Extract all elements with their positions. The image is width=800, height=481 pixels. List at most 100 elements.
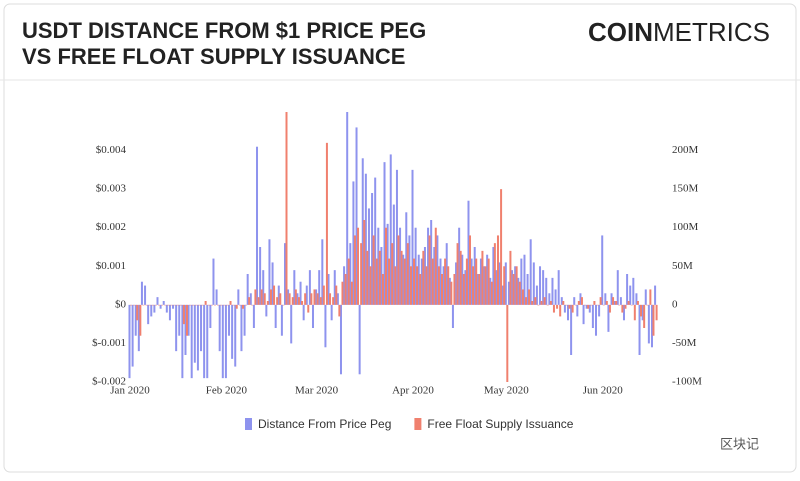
- bar: [612, 297, 615, 305]
- bar: [526, 274, 529, 305]
- bar: [441, 274, 443, 305]
- bar: [338, 304, 341, 317]
- bar: [461, 254, 464, 305]
- bar: [231, 304, 234, 359]
- bar: [629, 285, 632, 305]
- bar: [198, 304, 201, 306]
- bar: [562, 301, 565, 305]
- bar: [224, 304, 227, 379]
- bar: [153, 304, 156, 313]
- bar: [504, 262, 507, 305]
- bar: [539, 266, 542, 305]
- bar: [372, 235, 375, 305]
- bar: [315, 289, 318, 305]
- bar: [388, 258, 391, 305]
- bar: [240, 304, 243, 352]
- bar: [308, 270, 311, 305]
- bar: [409, 266, 412, 305]
- x-tick-label: Jun 2020: [583, 385, 624, 397]
- bar: [358, 304, 361, 375]
- bar: [195, 304, 198, 306]
- legend-swatch: [245, 418, 252, 430]
- bar: [649, 289, 652, 305]
- bar: [212, 258, 215, 305]
- brand: COINMETRICS: [588, 17, 770, 47]
- bar: [619, 297, 622, 305]
- bar: [181, 304, 184, 379]
- bar: [268, 239, 271, 305]
- bar: [392, 204, 395, 305]
- bar: [228, 304, 231, 336]
- bar: [321, 239, 324, 305]
- bar: [588, 304, 591, 313]
- bar: [579, 293, 582, 305]
- bar: [151, 304, 154, 306]
- bar: [450, 281, 453, 305]
- bar: [571, 304, 574, 313]
- bar: [235, 304, 238, 309]
- bar: [507, 281, 510, 305]
- legend-label: Distance From Price Peg: [258, 417, 391, 431]
- bar: [509, 250, 512, 305]
- bar: [615, 301, 618, 305]
- bar: [535, 285, 538, 305]
- bar: [493, 243, 496, 305]
- bar: [128, 304, 131, 379]
- bar: [647, 304, 650, 344]
- bar: [577, 301, 580, 305]
- bar: [187, 304, 190, 336]
- bar: [389, 154, 392, 305]
- bar: [400, 250, 403, 305]
- bar: [406, 243, 409, 305]
- bar: [193, 304, 196, 363]
- bar: [444, 258, 447, 305]
- bar: [206, 304, 209, 379]
- bar: [137, 304, 140, 352]
- bar: [307, 304, 310, 313]
- bar: [590, 304, 593, 306]
- bar: [156, 297, 159, 305]
- bar: [330, 304, 333, 321]
- bar: [416, 266, 419, 305]
- bar: [479, 258, 482, 305]
- bar: [347, 258, 350, 305]
- y2-tick-label: 100M: [672, 221, 699, 233]
- bar: [172, 304, 175, 309]
- bar: [607, 304, 610, 332]
- bar: [456, 243, 459, 305]
- bar: [551, 277, 554, 305]
- bar: [209, 304, 212, 328]
- bar: [650, 304, 653, 348]
- bar: [476, 274, 479, 305]
- bar: [580, 297, 583, 305]
- bar: [296, 293, 299, 305]
- bar: [495, 270, 498, 305]
- bar: [557, 270, 560, 305]
- bar: [548, 293, 551, 305]
- x-tick-label: Jan 2020: [110, 385, 150, 397]
- bar: [148, 304, 151, 306]
- bar: [259, 247, 262, 305]
- bar: [269, 289, 272, 305]
- bar: [475, 258, 478, 305]
- y-tick-label: $0.002: [96, 221, 126, 233]
- bar: [549, 301, 552, 305]
- bar: [430, 220, 433, 305]
- bar: [316, 293, 319, 305]
- bar: [492, 247, 495, 305]
- bar: [520, 258, 523, 305]
- bar: [274, 304, 277, 328]
- bar: [367, 208, 370, 305]
- bar: [478, 274, 481, 305]
- bar: [381, 274, 384, 305]
- bar: [220, 304, 223, 306]
- bar: [402, 254, 405, 305]
- bar: [643, 304, 646, 328]
- bar: [638, 304, 641, 355]
- bar: [591, 304, 594, 328]
- y-tick-label: $-0.002: [92, 376, 126, 388]
- legend-label: Free Float Supply Issuance: [427, 417, 573, 431]
- bar: [364, 173, 367, 305]
- bar: [361, 158, 364, 305]
- bar: [159, 304, 162, 309]
